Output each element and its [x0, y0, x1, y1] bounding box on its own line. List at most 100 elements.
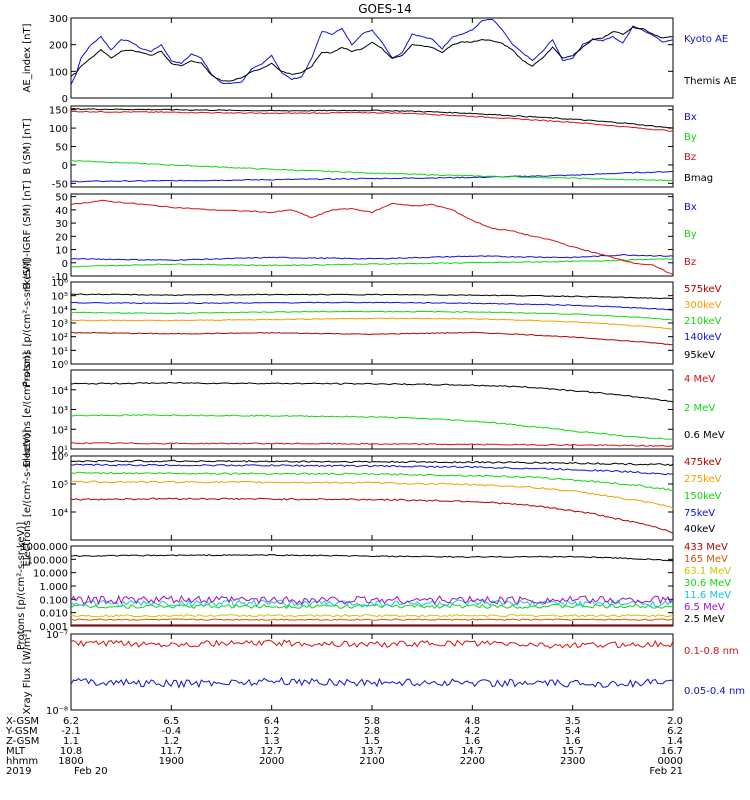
y-tick-label: 30: [55, 219, 68, 230]
panel-frame: [70, 545, 674, 627]
legend-entry: 2.5 MeV: [684, 614, 725, 625]
footer-value: 1.1: [63, 736, 79, 747]
y-tick-label: 0: [62, 94, 68, 105]
y-tick-label: 40: [55, 206, 68, 217]
series-line-by: [71, 258, 673, 268]
footer-value: Feb 20: [74, 766, 108, 777]
y-tick-label: 10¹: [51, 445, 68, 456]
series-line-0-6-mev: [71, 381, 673, 403]
y-tick-label: 150: [49, 106, 68, 117]
footer-value: 2300: [560, 756, 585, 767]
legend-entry: 0.6 MeV: [684, 430, 725, 441]
y-tick-label: 200: [49, 41, 68, 52]
panel-4: 10⁰ 10¹ 10² 10³ 10⁴ 10⁵ 10⁶ Protons [p/(cm²-s-s…: [22, 259, 722, 387]
series-line-40kev: [71, 459, 673, 467]
ephemeris-footer: X-GSMY-GSMZ-GSMMLThhmm20196.2-2.11.110.8…: [5, 716, 683, 777]
y-axis-label: B (SM)-IGRF (SM) [nT]: [22, 180, 33, 289]
legend-entry: 6.5 MeV: [684, 602, 725, 613]
series-line-11-6-mev: [71, 598, 673, 608]
legend-entry: 575keV: [684, 284, 722, 295]
y-tick-label: 10⁵: [51, 480, 68, 491]
legend-entry: 4 MeV: [684, 374, 715, 385]
legend-entry: 40keV: [684, 524, 715, 535]
legend-entry: Bz: [684, 257, 696, 268]
footer-value: 11.7: [160, 746, 182, 757]
legend-entry: 0.05-0.4 nm: [684, 686, 745, 697]
series-line-6-5-mev: [71, 594, 673, 606]
footer-value: -2.1: [61, 726, 81, 737]
footer-value: 13.7: [361, 746, 383, 757]
y-tick-label: 10⁶: [51, 452, 68, 463]
y-tick-label: 10⁰: [51, 360, 68, 371]
panel-frame: [70, 369, 674, 450]
y-tick-label: 0.001: [39, 622, 68, 633]
y-tick-label: 10⁴: [51, 386, 68, 397]
footer-value: Feb 21: [649, 766, 683, 777]
footer-value: 5.8: [364, 716, 380, 727]
footer-row-label: X-GSM: [6, 716, 39, 727]
legend-entry: By: [684, 132, 697, 143]
footer-value: 0000: [658, 756, 683, 767]
y-tick-label: 50: [55, 143, 68, 154]
figure-title: GOES-14: [358, 2, 412, 16]
y-tick-label: 1000.000: [20, 542, 68, 553]
y-tick-label: -50: [52, 179, 68, 190]
y-tick-label: 100.000: [27, 555, 68, 566]
footer-value: 2200: [460, 756, 485, 767]
footer-row-label: MLT: [6, 746, 26, 757]
y-tick-label: 0.010: [39, 609, 68, 620]
series-line-2-mev: [71, 414, 673, 441]
series-line-95kev: [71, 293, 673, 300]
footer-value: 14.7: [461, 746, 483, 757]
y-tick-label: 10⁻⁷: [46, 630, 68, 641]
series-line-150kev: [71, 471, 673, 491]
legend-entry: 275keV: [684, 474, 722, 485]
panel-1: 0 100 200 300 AE_index [nT] Kyoto AE Themis AE: [22, 14, 737, 105]
footer-value: 5.4: [565, 726, 581, 737]
footer-value: 1.6: [464, 736, 480, 747]
panel-7: 0.001 0.010 0.100 1.000 10.000 100.000 1000.00…: [16, 522, 731, 650]
panel-5: 10¹ 10² 10³ 10⁴ Electrons [e/(cm²-s-sr)] 4 Me…: [22, 352, 725, 468]
footer-value: 1.2: [264, 726, 280, 737]
footer-value: -0.4: [162, 726, 182, 737]
legend-entry: Kyoto AE: [684, 34, 728, 45]
footer-value: 1.3: [264, 736, 280, 747]
y-axis-label: Xray Flux [W/m²]: [22, 629, 33, 714]
y-tick-label: 20: [55, 232, 68, 243]
y-tick-label: 50: [55, 193, 68, 204]
y-tick-label: 10²: [51, 333, 68, 344]
y-axis-label: Electrons [e/(cm²-s-sr)]: [22, 352, 33, 468]
footer-value: 2.8: [364, 726, 380, 737]
series-line-by: [71, 160, 673, 182]
footer-value: 1.5: [364, 736, 380, 747]
series-line-0-1-0-8-nm: [71, 639, 673, 649]
legend-entry: By: [684, 229, 697, 240]
series-line-bmag: [71, 107, 673, 129]
footer-value: 15.7: [562, 746, 584, 757]
legend-entry: 75keV: [684, 508, 715, 519]
legend-entry: 2 MeV: [684, 403, 715, 414]
panel-6: 10⁴ 10⁵ 10⁶ Electrons [e/(cm²-s-sr-keV)] 475…: [22, 429, 722, 566]
series-line-165-mev: [71, 618, 673, 621]
series-line-kyoto-ae: [71, 18, 673, 85]
footer-value: 1800: [58, 756, 83, 767]
footer-value: 2100: [359, 756, 384, 767]
footer-value: 3.5: [565, 716, 581, 727]
series-line-300kev: [71, 317, 673, 331]
footer-value: 6.4: [264, 716, 280, 727]
series-line-bx: [71, 253, 673, 262]
legend-entry: 475keV: [684, 457, 722, 468]
legend-entry: 150keV: [684, 491, 722, 502]
series-line-275kev: [71, 480, 673, 509]
series-line-bz: [71, 110, 673, 132]
panel-3: -10 0 10 20 30 40 50 B (SM)-IGRF (SM) [nT] Bx By B…: [22, 180, 697, 289]
legend-entry: 300keV: [684, 300, 722, 311]
legend-entry: 0.1-0.8 nm: [684, 646, 739, 657]
y-tick-label: 10.000: [33, 569, 68, 580]
panel-frame: [70, 633, 674, 711]
footer-value: 4.2: [464, 726, 480, 737]
footer-value: 2.0: [667, 716, 683, 727]
series-line-bz: [71, 199, 673, 276]
y-tick-label: 10⁶: [51, 278, 68, 289]
